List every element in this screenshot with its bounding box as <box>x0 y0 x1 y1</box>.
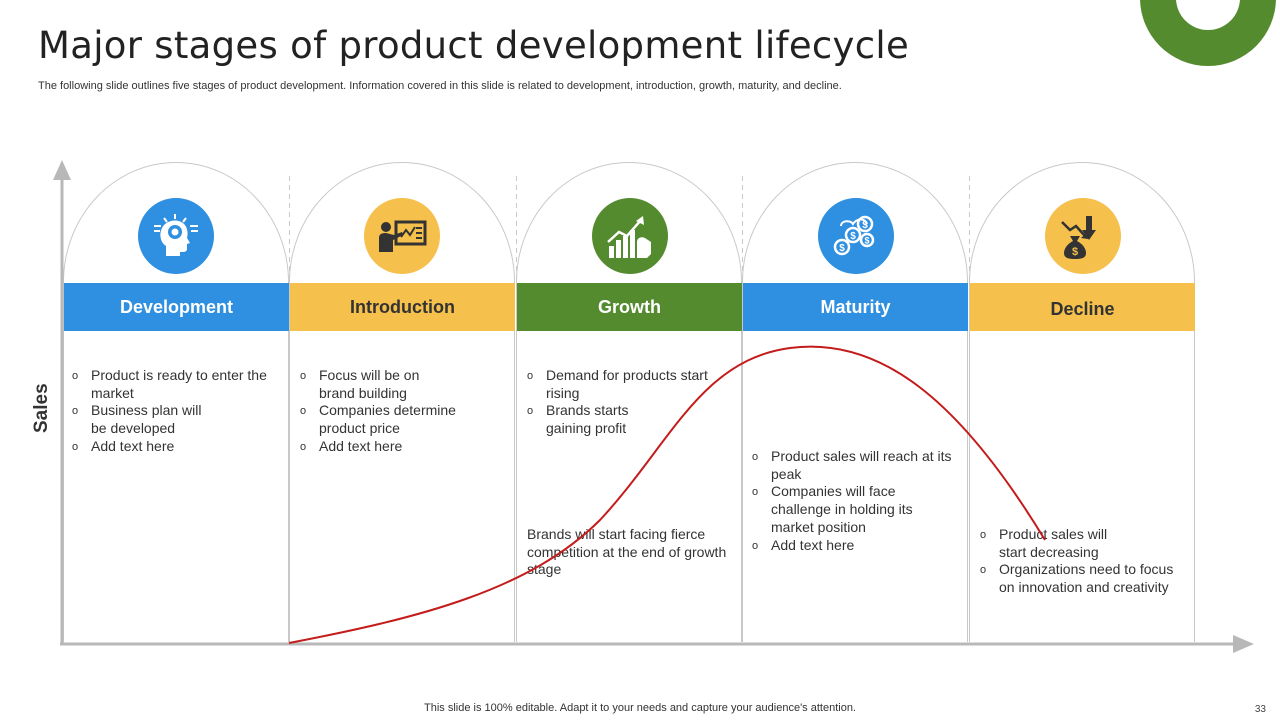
list-item: Add text here <box>752 537 964 555</box>
footer-text: This slide is 100% editable. Adapt it to… <box>424 702 856 714</box>
list-item: Brands starts gaining profit <box>527 402 727 437</box>
list-item: Companies determine product price <box>300 402 486 437</box>
page-title: Major stages of product development life… <box>38 24 910 67</box>
list-item: Product sales will reach at its peak <box>752 448 964 483</box>
list-item: Focus will be on brand building <box>300 367 486 402</box>
page-subtitle: The following slide outlines five stages… <box>38 80 842 92</box>
money-bag-down-icon: $ <box>1061 216 1096 259</box>
list-item: Product is ready to enter the market <box>72 367 280 402</box>
svg-text:$: $ <box>862 220 868 231</box>
stage-icon-circle: $ $ $ $ <box>818 198 894 274</box>
list-item: Product sales will start decreasing <box>980 526 1186 561</box>
stage-icon-circle <box>364 198 440 274</box>
x-axis-arrow <box>1233 635 1254 653</box>
svg-text:$: $ <box>864 236 869 246</box>
list-item: Business plan will be developed <box>72 402 280 437</box>
stage-bullets-maturity: Product sales will reach at its peak Com… <box>752 448 964 555</box>
list-item: Organizations need to focus on innovatio… <box>980 561 1186 596</box>
stage-bullets-decline: Product sales will start decreasing Orga… <box>980 526 1186 597</box>
stage-bullets-development: Product is ready to enter the market Bus… <box>72 367 280 456</box>
list-item: Demand for products start rising <box>527 367 727 402</box>
growth-chart-icon <box>607 216 651 258</box>
svg-text:$: $ <box>850 231 856 242</box>
stage-header-maturity: Maturity <box>743 283 968 331</box>
growth-note: Brands will start facing fierce competit… <box>527 526 727 578</box>
y-axis-label: Sales <box>31 383 52 433</box>
stage-bullets-introduction: Focus will be on brand building Companie… <box>300 367 486 456</box>
stage-header-growth: Growth <box>517 283 742 331</box>
coins-icon: $ $ $ $ <box>833 215 875 256</box>
stage-icon-circle: $ <box>1045 198 1121 274</box>
stage-header-decline: Decline <box>970 283 1195 331</box>
y-axis-arrow <box>53 160 71 180</box>
list-item: Companies will face challenge in holding… <box>752 483 964 536</box>
stage-header-introduction: Introduction <box>290 283 515 331</box>
page-number: 33 <box>1254 704 1266 715</box>
svg-text:$: $ <box>839 243 845 254</box>
head-gear-icon <box>154 214 198 256</box>
svg-text:$: $ <box>1072 246 1078 258</box>
presentation-icon <box>379 220 427 252</box>
stage-bullets-growth: Demand for products start rising Brands … <box>527 367 727 438</box>
list-item: Add text here <box>72 438 280 456</box>
stage-icon-circle <box>592 198 668 274</box>
list-item: Add text here <box>300 438 486 456</box>
stage-header-development: Development <box>64 283 289 331</box>
stage-icon-circle <box>138 198 214 274</box>
